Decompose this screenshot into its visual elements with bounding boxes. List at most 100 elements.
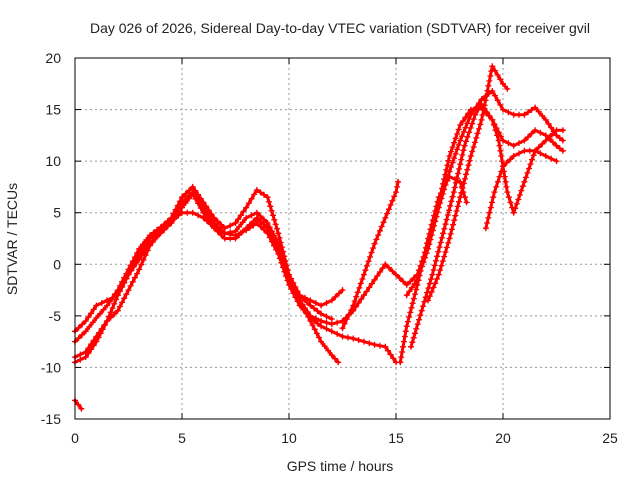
data-point [501, 139, 505, 142]
x-tick-label: 25 [602, 430, 618, 446]
data-point [127, 273, 130, 277]
data-point [533, 106, 537, 109]
data-point [191, 185, 195, 189]
data-point [330, 322, 334, 326]
data-point [308, 319, 312, 323]
data-point [426, 237, 430, 240]
data-point [276, 242, 280, 246]
x-tick-label: 0 [71, 430, 79, 446]
data-point [234, 229, 237, 233]
data-point [405, 283, 409, 287]
data-point [490, 89, 494, 93]
data-point [394, 190, 398, 194]
data-point [191, 190, 195, 194]
y-tick-label: -5 [49, 308, 62, 324]
data-point [383, 345, 387, 349]
data-point [362, 293, 366, 297]
series-markers [72, 104, 566, 335]
x-tick-label: 20 [495, 430, 511, 446]
data-point [465, 200, 469, 204]
data-point [544, 118, 548, 122]
data-point [480, 118, 484, 122]
data-point [276, 231, 280, 235]
data-point [555, 128, 558, 132]
data-point [512, 211, 516, 215]
series-track-8 [403, 88, 566, 299]
data-point [469, 113, 473, 117]
data-point [441, 231, 445, 235]
data-point [212, 221, 216, 225]
y-tick-label: -10 [41, 359, 61, 375]
x-tick-label: 15 [388, 430, 404, 446]
data-point [169, 221, 173, 225]
series-track-4 [72, 191, 342, 366]
data-point [409, 345, 413, 349]
data-point [84, 329, 88, 333]
data-point [159, 231, 163, 235]
data-point [555, 144, 558, 148]
data-point [463, 144, 466, 148]
series-track-1 [72, 397, 85, 412]
y-tick-label: 0 [53, 256, 61, 272]
series-track-5 [72, 104, 566, 335]
y-axis-label: SDTVAR / TECUs [4, 183, 20, 295]
series-markers [403, 88, 566, 299]
data-point [105, 304, 109, 307]
data-point [319, 319, 323, 323]
data-point [341, 335, 344, 338]
data-point [137, 257, 141, 261]
axis-ticks: 0 5 10 15 20 25 -15 -10 -5 0 5 10 15 20 [41, 50, 618, 446]
data-point [244, 226, 248, 230]
data-point [116, 293, 120, 297]
data-point [512, 144, 516, 148]
data-point [458, 195, 462, 199]
data-point [84, 319, 88, 323]
data-point [319, 312, 323, 316]
data-point [512, 113, 516, 117]
data-point [458, 123, 462, 127]
data-point [94, 304, 98, 307]
data-point [351, 304, 355, 307]
data-point [330, 353, 334, 357]
data-point [448, 237, 451, 240]
x-axis-label: GPS time / hours [287, 458, 394, 474]
data-point [430, 273, 434, 277]
data-point [405, 293, 409, 297]
series-line [73, 106, 565, 333]
data-point [137, 267, 141, 271]
data-point [191, 211, 195, 215]
data-point [490, 64, 494, 68]
series-markers [339, 178, 402, 332]
data-point [394, 273, 398, 277]
series-track-9 [397, 173, 470, 366]
data-point [512, 154, 516, 158]
chart-title: Day 026 of 2026, Sidereal Day-to-day VTE… [90, 20, 590, 36]
data-point [94, 335, 98, 338]
data-point [448, 170, 451, 173]
data-point [298, 293, 302, 297]
data-point [105, 319, 109, 323]
data-point [244, 206, 248, 210]
data-point [505, 190, 509, 194]
data-point [458, 180, 462, 184]
data-point [308, 298, 312, 302]
series-track-10 [425, 63, 511, 304]
data-point [341, 326, 344, 330]
data-point [137, 247, 141, 251]
data-point [398, 360, 402, 364]
data-point [362, 273, 366, 277]
data-point [544, 139, 548, 142]
data-point [480, 102, 484, 106]
data-point [405, 324, 409, 328]
data-point [319, 324, 323, 328]
data-point [308, 314, 312, 318]
data-point [234, 237, 237, 240]
data-point [127, 288, 130, 292]
grid [75, 58, 610, 419]
data-point [148, 233, 152, 237]
x-tick-label: 5 [178, 430, 186, 446]
data-point [533, 149, 537, 153]
plot-frame [74, 57, 611, 420]
y-tick-label: 20 [45, 50, 61, 66]
